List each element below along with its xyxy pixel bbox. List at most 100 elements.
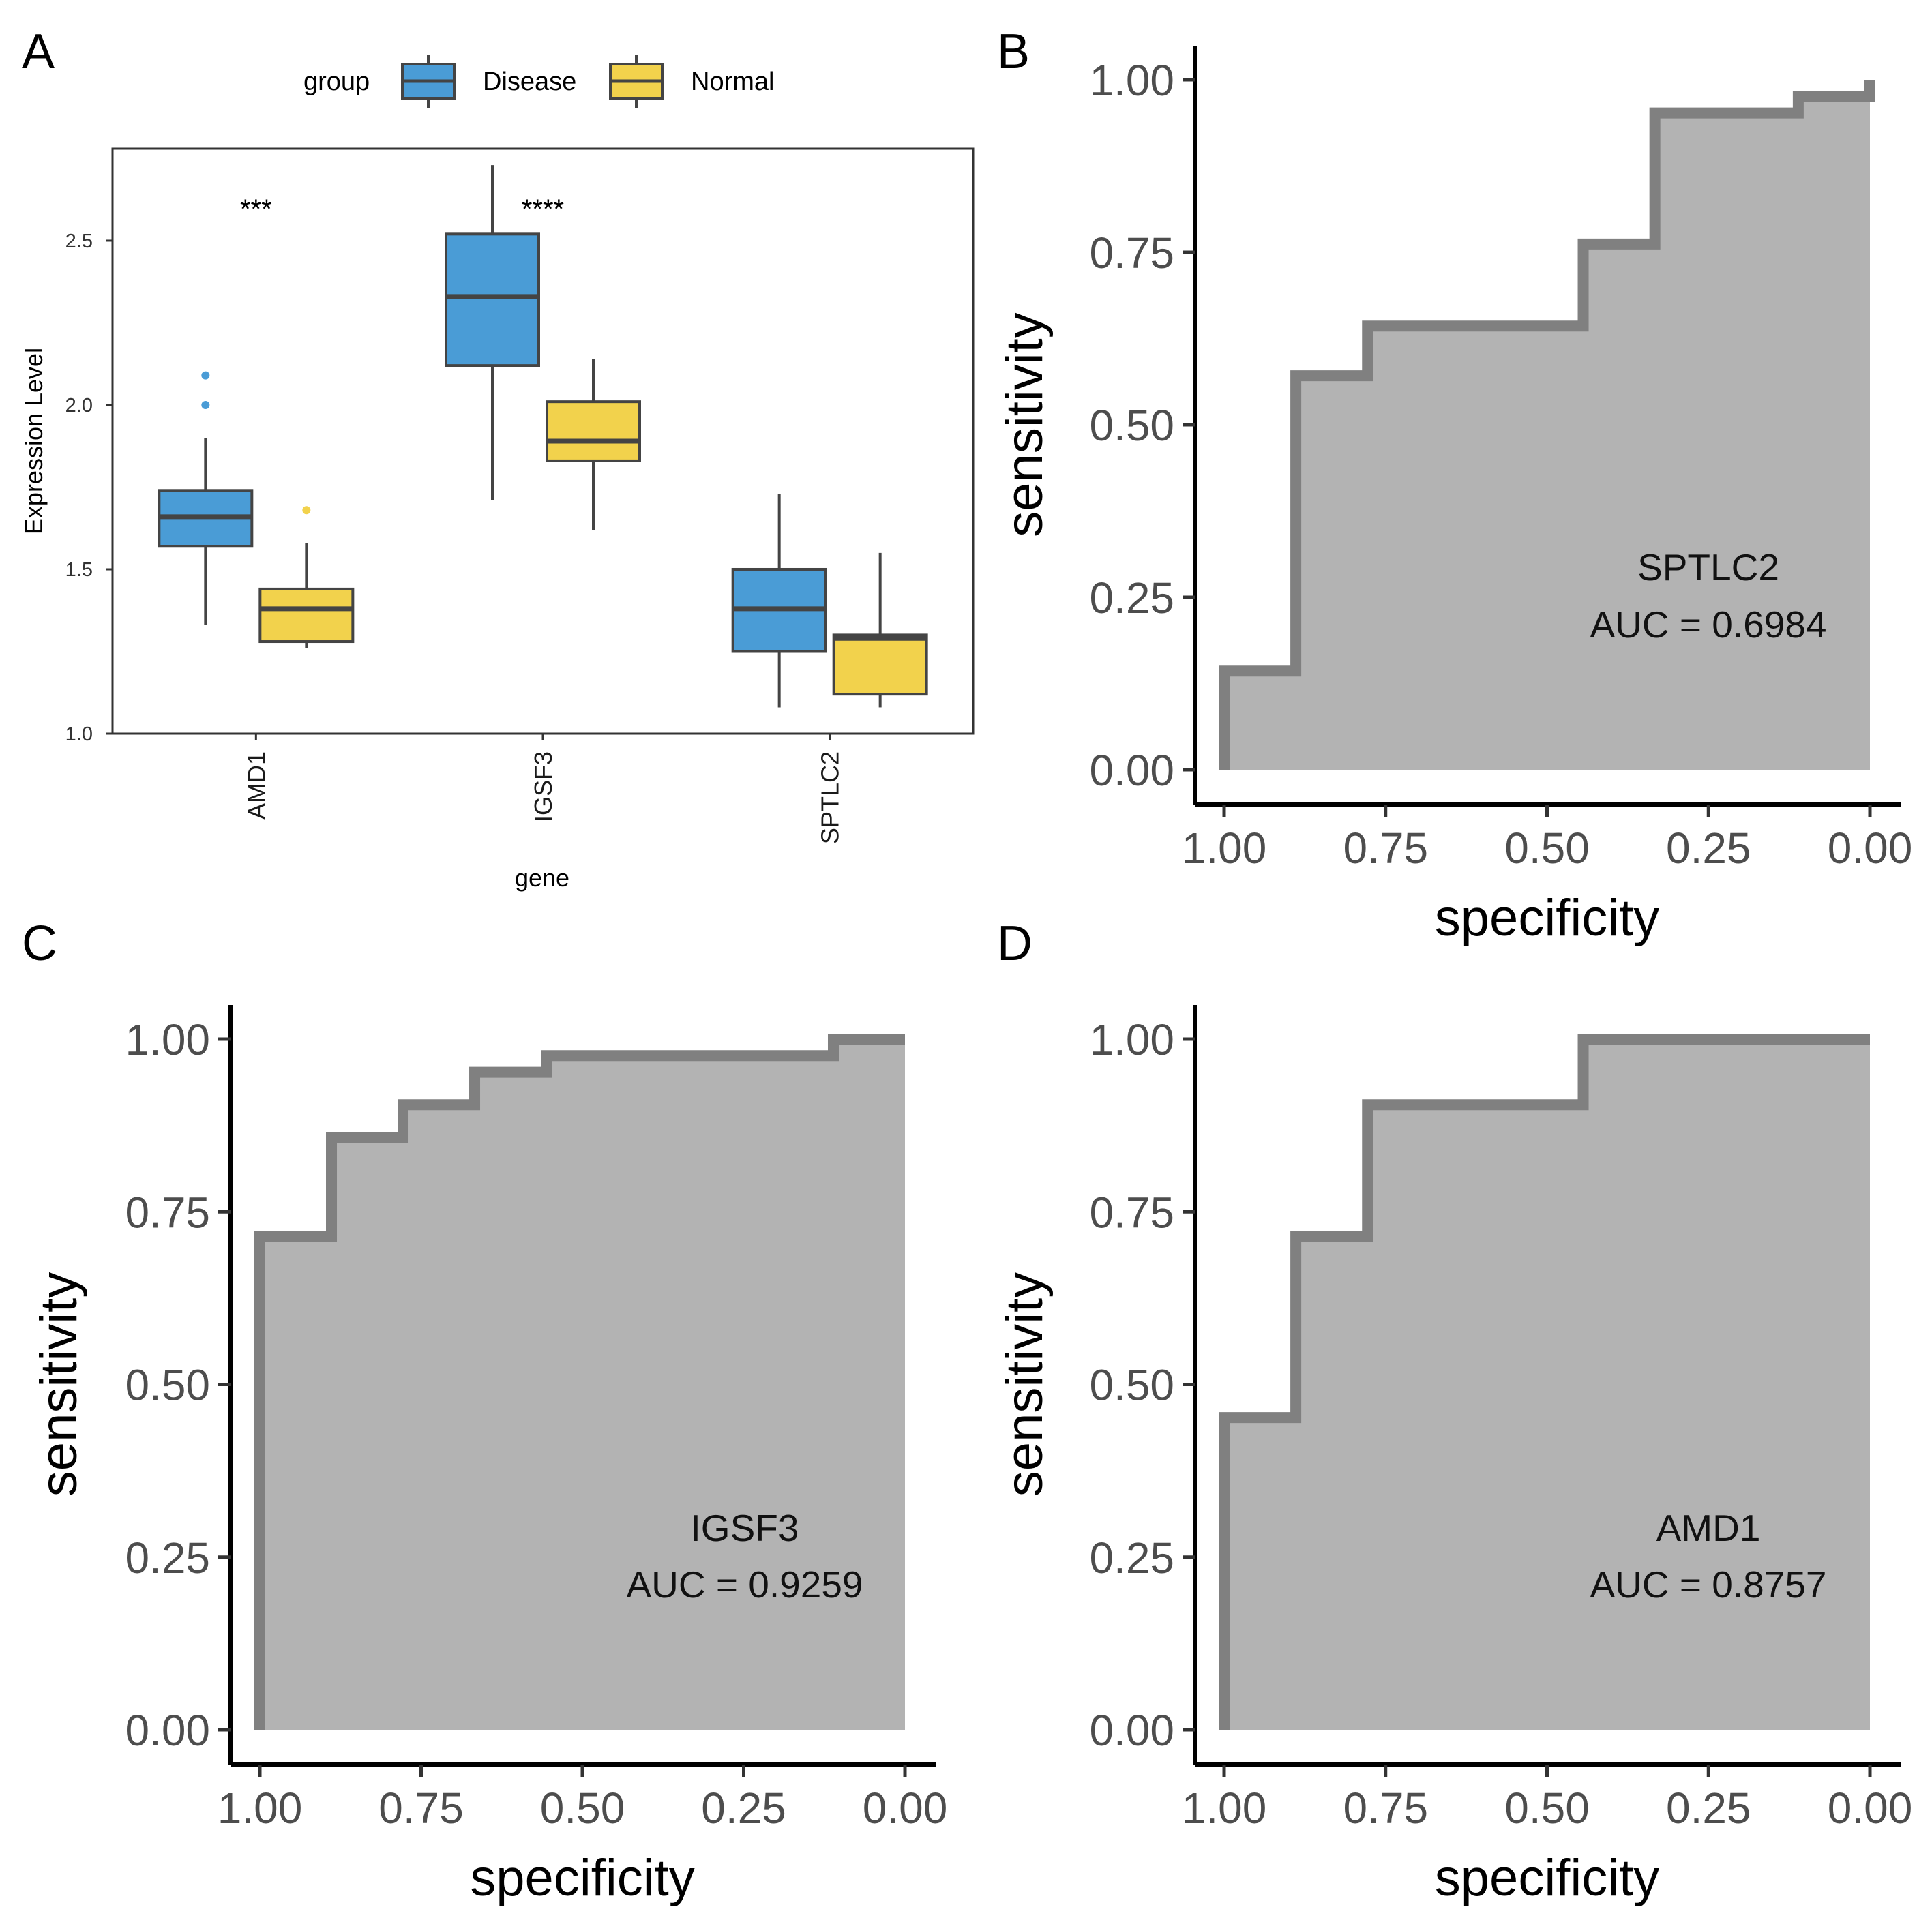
box-normal-amd1	[258, 506, 355, 648]
panel-label-b: B	[997, 25, 1030, 79]
box-y-axis: 1.0 1.5 2.0 2.5	[65, 230, 113, 745]
roc-area	[1224, 80, 1870, 770]
roc-auc-label-d: AUC = 0.8757	[1590, 1563, 1826, 1606]
box-body	[445, 232, 540, 367]
box-y-tick-label: 2.0	[65, 395, 93, 417]
roc-x-axis-b: 1.00 0.75 0.50 0.25 0.00	[1182, 824, 1913, 873]
roc-curve	[1219, 1034, 1870, 1730]
box-outlier	[302, 506, 311, 515]
roc-gene-label-b: SPTLC2	[1637, 546, 1779, 588]
legend-label-normal: Normal	[691, 67, 774, 96]
box-outlier	[201, 400, 210, 409]
roc-y-tick-label: 0.75	[1089, 228, 1174, 277]
roc-x-tick-label: 0.00	[1828, 824, 1913, 873]
roc-gene-label-d: AMD1	[1656, 1507, 1761, 1549]
box-y-tick-label: 1.0	[65, 723, 93, 745]
roc-y-tick-label: 0.25	[1089, 573, 1174, 622]
roc-y-tick-label: 1.00	[1089, 1015, 1174, 1064]
legend-title: group	[303, 67, 370, 96]
roc-x-tick-label: 0.25	[1666, 824, 1751, 873]
roc-x-tick-label: 0.00	[863, 1784, 948, 1833]
roc-x-tick-label: 1.00	[1182, 1784, 1267, 1833]
roc-x-axis-c: 1.00 0.75 0.50 0.25 0.00	[218, 1784, 948, 1833]
roc-y-axis-title-c: sensitivity	[30, 1272, 88, 1497]
roc-curve	[1219, 80, 1875, 770]
panel-a: A group Disease Normal 1.0 1.5 2.0 2.5 A	[20, 25, 975, 892]
legend: group Disease Normal	[303, 55, 774, 108]
significance-label-amd1: ***	[240, 194, 272, 224]
box-normal-sptlc2	[832, 552, 928, 708]
roc-y-tick-label: 0.25	[125, 1533, 210, 1582]
roc-x-tick-label: 0.75	[1343, 1784, 1428, 1833]
box-x-tick-label: IGSF3	[529, 751, 557, 822]
box-y-tick-label: 1.5	[65, 559, 93, 581]
legend-key-normal	[609, 55, 664, 108]
roc-y-tick-label: 0.00	[125, 1706, 210, 1755]
roc-y-tick-label: 0.00	[1089, 746, 1174, 795]
roc-y-tick-label: 0.25	[1089, 1533, 1174, 1582]
legend-key-disease	[401, 55, 456, 108]
roc-marks-igsf3	[218, 1005, 936, 1777]
roc-marks-sptlc2	[1183, 46, 1901, 817]
panel-b: B 0.00 0.25 0.50 0.75 1.00 1.00 0.75 0.5…	[996, 25, 1912, 947]
box-x-tick-label: SPTLC2	[816, 751, 844, 844]
roc-y-tick-label: 0.00	[1089, 1706, 1174, 1755]
roc-area	[1224, 1039, 1870, 1730]
box-outlier	[201, 371, 210, 380]
roc-x-tick-label: 0.50	[1504, 1784, 1590, 1833]
roc-gene-label-c: IGSF3	[691, 1507, 799, 1549]
roc-y-tick-label: 0.50	[1089, 1361, 1174, 1410]
roc-y-tick-label: 0.50	[125, 1361, 210, 1410]
roc-y-tick-label: 0.75	[1089, 1188, 1174, 1237]
roc-x-tick-label: 0.25	[1666, 1784, 1751, 1833]
significance-labels: *** ****	[240, 194, 564, 224]
box-y-axis-title: Expression Level	[20, 348, 48, 535]
roc-x-axis-title-c: specificity	[470, 1849, 694, 1907]
roc-y-axis-d: 0.00 0.25 0.50 0.75 1.00	[1089, 1015, 1174, 1755]
box-body	[546, 400, 641, 462]
box-body	[832, 633, 928, 696]
box-body	[258, 587, 355, 644]
box-disease-sptlc2	[731, 494, 827, 708]
roc-x-tick-label: 0.75	[378, 1784, 464, 1833]
panel-label-a: A	[22, 25, 55, 79]
box-x-tick-label: AMD1	[242, 751, 270, 820]
roc-auc-label-c: AUC = 0.9259	[626, 1563, 863, 1606]
roc-x-tick-label: 0.50	[1504, 824, 1590, 873]
roc-y-axis-c: 0.00 0.25 0.50 0.75 1.00	[125, 1015, 210, 1755]
legend-label-disease: Disease	[483, 67, 576, 96]
box-disease-amd1	[158, 371, 254, 625]
roc-x-tick-label: 0.75	[1343, 824, 1428, 873]
roc-curve	[254, 1034, 905, 1730]
panel-c: C 0.00 0.25 0.50 0.75 1.00 1.00 0.75 0.5…	[22, 916, 947, 1907]
roc-x-tick-label: 0.50	[540, 1784, 625, 1833]
roc-area	[260, 1039, 905, 1730]
roc-x-axis-title-b: specificity	[1435, 889, 1659, 947]
boxplot-marks	[158, 165, 928, 708]
box-x-axis-title: gene	[515, 864, 569, 892]
roc-y-tick-label: 0.50	[1089, 401, 1174, 450]
roc-auc-label-b: AUC = 0.6984	[1590, 603, 1826, 646]
box-disease-igsf3	[445, 165, 540, 500]
box-x-axis: AMD1 IGSF3 SPTLC2	[242, 734, 844, 844]
panel-label-d: D	[997, 916, 1032, 971]
roc-x-axis-d: 1.00 0.75 0.50 0.25 0.00	[1182, 1784, 1913, 1833]
significance-label-igsf3: ****	[522, 194, 564, 224]
roc-marks-amd1	[1183, 1005, 1901, 1777]
panel-d: D 0.00 0.25 0.50 0.75 1.00 1.00 0.75 0.5…	[996, 916, 1912, 1907]
roc-y-tick-label: 1.00	[125, 1015, 210, 1064]
roc-x-axis-title-d: specificity	[1435, 1849, 1659, 1907]
roc-x-tick-label: 1.00	[218, 1784, 303, 1833]
roc-y-axis-title-d: sensitivity	[996, 1272, 1054, 1497]
box-normal-igsf3	[546, 359, 641, 530]
roc-y-axis-title-b: sensitivity	[996, 312, 1054, 537]
roc-x-tick-label: 0.00	[1828, 1784, 1913, 1833]
roc-y-tick-label: 0.75	[125, 1188, 210, 1237]
roc-y-tick-label: 1.00	[1089, 56, 1174, 105]
roc-y-axis-b: 0.00 0.25 0.50 0.75 1.00	[1089, 56, 1174, 795]
panel-label-c: C	[22, 916, 57, 971]
roc-x-tick-label: 1.00	[1182, 824, 1267, 873]
roc-x-tick-label: 0.25	[701, 1784, 786, 1833]
box-y-tick-label: 2.5	[65, 230, 93, 252]
